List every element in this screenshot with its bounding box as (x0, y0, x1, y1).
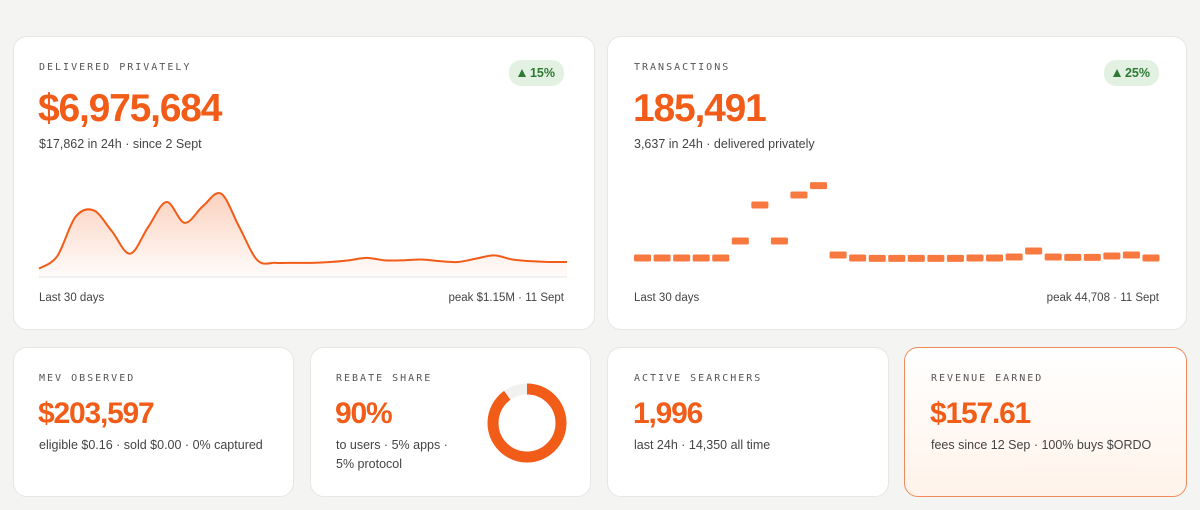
transaction-bar (790, 191, 808, 199)
transaction-bar (1083, 253, 1101, 261)
transaction-bar (731, 237, 749, 245)
transaction-bar (1064, 253, 1082, 261)
transaction-bar (1044, 253, 1062, 261)
delivered-change-value: 15% (529, 66, 555, 80)
transaction-bar (770, 237, 788, 245)
rebate-card: REBATE SHARE 90% to users · 5% apps · 5%… (310, 347, 591, 497)
transactions-card: TRANSACTIONS 25% 185,491 3,637 in 24h · … (607, 36, 1187, 330)
transaction-bar (751, 201, 769, 209)
rebate-value: 90% (335, 397, 393, 430)
transactions-subtext: 3,637 in 24h · delivered privately (634, 137, 815, 151)
area-fill (39, 193, 567, 277)
transaction-bar (927, 254, 945, 262)
transaction-bar (673, 254, 691, 262)
transaction-bar (829, 251, 847, 259)
revenue-value: $157.61 (930, 397, 1031, 430)
rebate-subtext-2: 5% protocol (336, 457, 403, 471)
rebate-subtext-1: to users · 5% apps · (336, 438, 448, 452)
delivered-area-chart (38, 192, 568, 278)
transaction-bar (1122, 251, 1140, 259)
transaction-bar (712, 254, 730, 262)
searchers-card: ACTIVE SEARCHERS 1,996 last 24h · 14,350… (607, 347, 889, 497)
revenue-subtext: fees since 12 Sep · 100% buys $ORDO (931, 438, 1152, 452)
searchers-value: 1,996 (633, 397, 703, 430)
mev-value: $203,597 (38, 397, 155, 430)
transaction-bar (653, 254, 671, 262)
transactions-change-badge: 25% (1103, 60, 1159, 86)
triangle-up-icon (1112, 69, 1121, 77)
transaction-bar (1142, 254, 1160, 262)
revenue-kicker: REVENUE EARNED (931, 373, 1044, 384)
mev-card: MEV OBSERVED $203,597 eligible $0.16 · s… (13, 347, 294, 497)
donut-arc (487, 383, 567, 463)
transactions-kicker: TRANSACTIONS (634, 62, 731, 73)
rebate-donut-chart (487, 383, 567, 463)
delivered-subtext: $17,862 in 24h · since 2 Sept (39, 137, 202, 151)
transaction-bar (634, 254, 652, 262)
transaction-bar (946, 254, 964, 262)
triangle-up-icon (517, 69, 526, 77)
delivered-value: $6,975,684 (38, 87, 222, 130)
searchers-subtext: last 24h · 14,350 all time (634, 438, 771, 452)
delivered-range-label: Last 30 days (39, 292, 105, 304)
transaction-bar (966, 254, 984, 262)
transaction-bar (986, 254, 1004, 262)
transaction-bar (868, 254, 886, 262)
transaction-bar (888, 254, 906, 262)
transaction-bar (1005, 253, 1023, 261)
revenue-card: REVENUE EARNED $157.61 fees since 12 Sep… (904, 347, 1187, 497)
transaction-bar (849, 254, 867, 262)
delivered-kicker: DELIVERED PRIVATELY (39, 62, 192, 73)
transaction-bar (1025, 247, 1043, 255)
transaction-bar (1103, 252, 1121, 260)
delivered-change-badge: 15% (508, 60, 564, 86)
rebate-kicker: REBATE SHARE (336, 373, 433, 384)
transactions-change-value: 25% (1124, 66, 1150, 80)
mev-kicker: MEV OBSERVED (39, 373, 136, 384)
delivered-card: DELIVERED PRIVATELY 15% $6,975,684 $17,8… (13, 36, 595, 330)
mev-subtext: eligible $0.16 · sold $0.00 · 0% capture… (39, 438, 263, 452)
area-line (38, 192, 568, 270)
transactions-peak-label: peak 44,708 · 11 Sept (1046, 292, 1159, 304)
transactions-bar-chart (634, 182, 1160, 262)
transaction-bar (810, 182, 828, 190)
transaction-bar (907, 254, 925, 262)
delivered-peak-label: peak $1.15M · 11 Sept (448, 292, 565, 304)
transaction-bar (692, 254, 710, 262)
searchers-kicker: ACTIVE SEARCHERS (634, 373, 763, 384)
transactions-value: 185,491 (633, 87, 767, 130)
transactions-range-label: Last 30 days (634, 292, 700, 304)
